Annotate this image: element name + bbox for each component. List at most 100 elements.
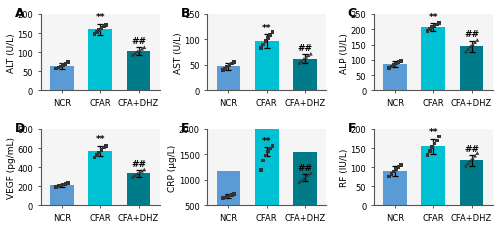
Point	[224, 65, 232, 69]
Bar	[422, 147, 445, 205]
Point	[426, 150, 434, 153]
Point	[93, 31, 101, 35]
Y-axis label: ALP (U/L): ALP (U/L)	[340, 33, 349, 73]
Point	[140, 46, 148, 50]
Point	[428, 26, 436, 30]
Point	[95, 151, 103, 155]
Bar	[255, 42, 278, 91]
Point	[468, 156, 476, 160]
Point	[432, 23, 440, 27]
Point	[390, 170, 398, 174]
Point	[474, 39, 482, 43]
Point	[394, 61, 402, 65]
Point	[221, 67, 229, 71]
Point	[300, 58, 308, 61]
Point	[228, 62, 236, 66]
Point	[426, 28, 434, 32]
Point	[59, 64, 67, 67]
Point	[424, 153, 432, 157]
Point	[260, 159, 268, 163]
Point	[298, 60, 306, 64]
Bar	[50, 185, 74, 205]
Point	[466, 45, 474, 49]
Bar	[126, 52, 150, 91]
Bar	[88, 151, 112, 205]
Point	[262, 40, 270, 44]
Text: ##: ##	[131, 159, 146, 168]
Point	[102, 144, 110, 148]
Point	[224, 195, 232, 198]
Point	[296, 62, 304, 65]
Point	[392, 168, 400, 171]
Point	[464, 48, 472, 52]
Point	[62, 63, 70, 66]
Point	[390, 64, 398, 67]
Point	[474, 152, 482, 155]
Point	[129, 175, 137, 179]
Bar	[255, 126, 278, 205]
Bar	[216, 171, 240, 205]
Text: **: **	[428, 13, 438, 22]
Point	[64, 182, 72, 185]
Point	[218, 69, 226, 73]
Point	[430, 25, 438, 29]
Text: ##: ##	[298, 44, 312, 53]
Point	[257, 168, 265, 172]
Y-axis label: VEGF (pg/mL): VEGF (pg/mL)	[7, 137, 16, 198]
Point	[304, 173, 312, 177]
Point	[98, 149, 106, 152]
Point	[218, 196, 226, 200]
Point	[226, 194, 234, 197]
Point	[262, 154, 270, 158]
Point	[268, 144, 276, 148]
Point	[264, 150, 272, 154]
Y-axis label: CRP (μg/L): CRP (μg/L)	[168, 144, 177, 191]
Point	[54, 66, 62, 70]
Point	[462, 164, 470, 168]
Point	[52, 68, 60, 71]
Point	[388, 172, 396, 176]
Point	[54, 185, 62, 188]
Text: ##: ##	[464, 30, 479, 39]
Point	[388, 65, 396, 69]
Point	[266, 34, 274, 38]
Point	[302, 56, 310, 59]
Text: **: **	[428, 128, 438, 137]
Point	[59, 183, 67, 187]
Point	[57, 184, 65, 187]
Y-axis label: AST (U/L): AST (U/L)	[174, 32, 182, 74]
Point	[100, 25, 108, 29]
Point	[394, 166, 402, 169]
Point	[226, 64, 234, 68]
Point	[298, 179, 306, 183]
Text: ##: ##	[298, 163, 312, 172]
Point	[260, 44, 268, 47]
Bar	[460, 161, 483, 205]
Point	[140, 168, 148, 172]
Y-axis label: ALT (U/L): ALT (U/L)	[7, 33, 16, 73]
Point	[385, 175, 393, 178]
Text: ##: ##	[464, 144, 479, 153]
Text: **: **	[262, 24, 272, 33]
Point	[90, 33, 98, 37]
Text: **: **	[96, 135, 105, 144]
Point	[266, 147, 274, 150]
Point	[62, 182, 70, 186]
Text: **: **	[96, 13, 105, 22]
Point	[57, 65, 65, 69]
Point	[93, 154, 101, 157]
Point	[100, 146, 108, 150]
Text: D: D	[14, 122, 25, 135]
Point	[304, 54, 312, 58]
Text: B: B	[181, 7, 190, 20]
Point	[471, 154, 479, 158]
Point	[296, 180, 304, 184]
Point	[98, 27, 106, 31]
Point	[435, 22, 443, 26]
Bar	[460, 47, 483, 91]
Bar	[126, 174, 150, 205]
Point	[257, 47, 265, 51]
Bar	[50, 66, 74, 91]
Point	[134, 50, 141, 54]
Point	[396, 163, 404, 167]
